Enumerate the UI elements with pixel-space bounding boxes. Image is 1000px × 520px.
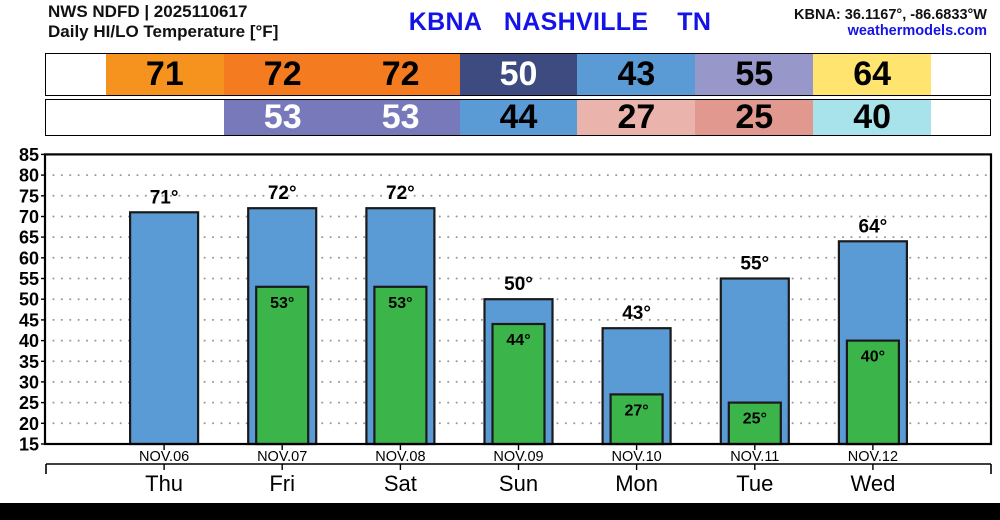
svg-text:55°: 55° — [740, 254, 769, 275]
svg-text:35: 35 — [19, 352, 39, 372]
svg-text:85: 85 — [19, 145, 39, 165]
svg-text:50: 50 — [19, 290, 39, 310]
svg-text:72°: 72° — [268, 183, 297, 204]
svg-text:NOV.06: NOV.06 — [139, 449, 189, 465]
svg-text:NOV.09: NOV.09 — [493, 449, 543, 465]
svg-text:53°: 53° — [270, 295, 294, 312]
svg-text:NOV.11: NOV.11 — [730, 449, 779, 465]
svg-text:Sat: Sat — [384, 471, 417, 496]
svg-text:25°: 25° — [743, 411, 767, 428]
svg-text:50°: 50° — [504, 274, 533, 295]
svg-text:60: 60 — [19, 248, 39, 268]
svg-text:Thu: Thu — [145, 471, 183, 496]
svg-text:45: 45 — [19, 310, 39, 330]
svg-text:80: 80 — [19, 166, 39, 186]
svg-text:NOV.10: NOV.10 — [611, 449, 661, 465]
svg-text:44°: 44° — [506, 332, 530, 349]
svg-text:55: 55 — [19, 269, 39, 289]
svg-text:70: 70 — [19, 207, 39, 227]
svg-text:40°: 40° — [861, 349, 885, 366]
svg-text:NOV.07: NOV.07 — [257, 449, 307, 465]
svg-text:64°: 64° — [859, 216, 888, 237]
svg-text:40: 40 — [19, 331, 39, 351]
svg-text:20: 20 — [19, 414, 39, 434]
svg-text:Wed: Wed — [850, 471, 895, 496]
svg-text:25: 25 — [19, 393, 39, 413]
svg-text:53°: 53° — [388, 295, 412, 312]
svg-text:Sun: Sun — [499, 471, 538, 496]
svg-text:43°: 43° — [622, 303, 651, 324]
svg-text:72°: 72° — [386, 183, 415, 204]
svg-text:Mon: Mon — [615, 471, 658, 496]
svg-text:30: 30 — [19, 372, 39, 392]
svg-text:NOV.08: NOV.08 — [375, 449, 425, 465]
svg-text:Fri: Fri — [269, 471, 295, 496]
svg-text:15: 15 — [19, 435, 39, 455]
svg-text:65: 65 — [19, 228, 39, 248]
svg-text:75: 75 — [19, 186, 39, 206]
svg-text:27°: 27° — [624, 402, 648, 419]
svg-text:NOV.12: NOV.12 — [848, 449, 898, 465]
svg-text:71°: 71° — [150, 187, 179, 208]
svg-text:Tue: Tue — [736, 471, 773, 496]
